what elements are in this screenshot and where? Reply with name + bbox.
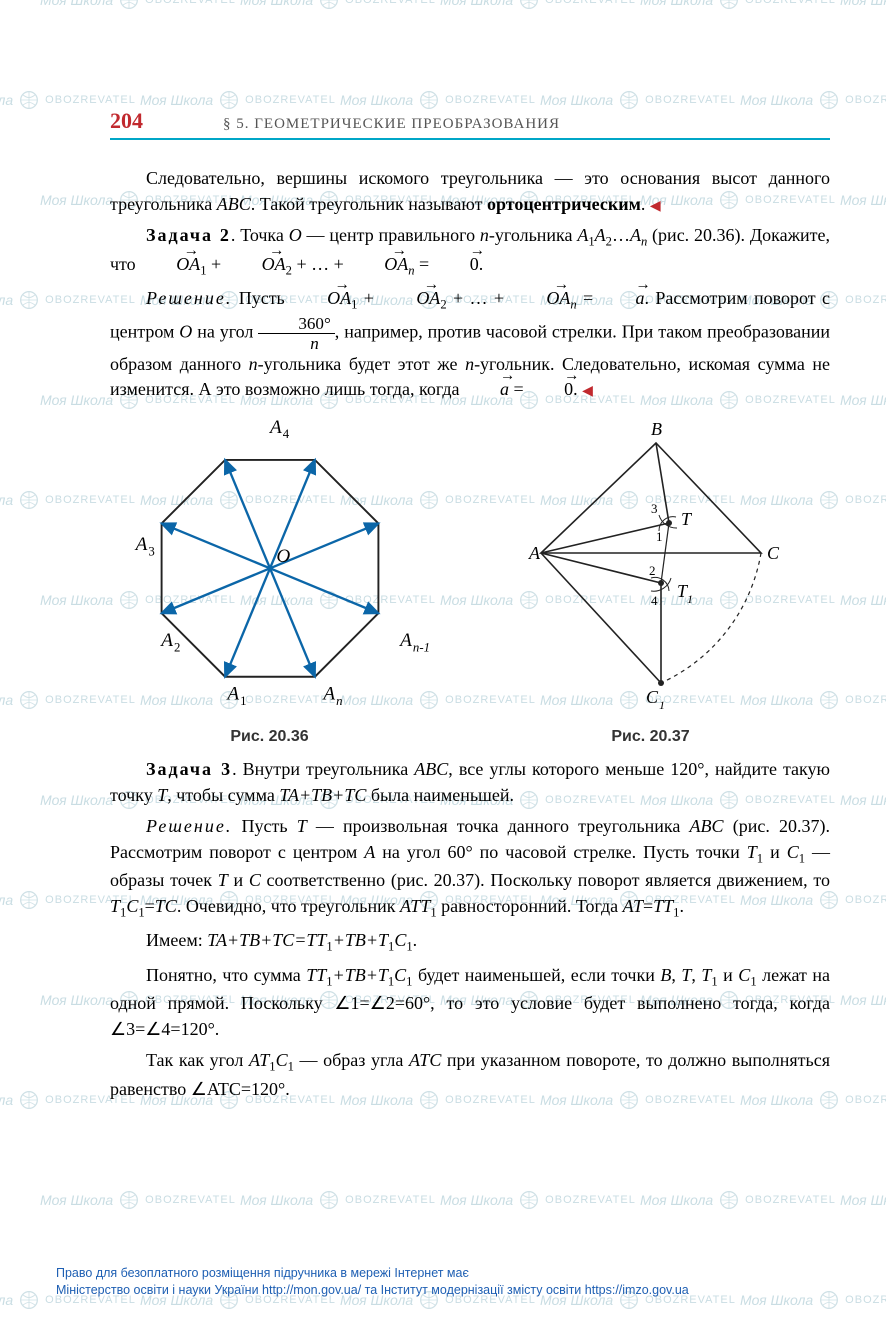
figure-caption: Рис. 20.37 (471, 726, 830, 749)
para-clear: Понятно, что сумма TT1+TB+T1C1 будет наи… (110, 963, 830, 1043)
body-text: Следовательно, вершины искомого треуголь… (110, 166, 830, 1102)
task-label: Задача 3 (146, 759, 232, 779)
figure-20-37: ABC TT1 C1 3 1 2 4 Рис. 20.37 (471, 413, 830, 749)
svg-text:n-1: n-1 (412, 640, 429, 654)
triangle-svg: ABC TT1 C1 3 1 2 4 (501, 413, 801, 713)
svg-text:1: 1 (656, 529, 663, 544)
svg-text:T: T (681, 509, 693, 529)
page-content: 204 § 5. ГЕОМЕТРИЧЕСКИЕ ПРЕОБРАЗОВАНИЯ С… (0, 0, 886, 1102)
svg-text:A: A (133, 534, 147, 555)
figure-row: A4A3A2A1AnAn-1O Рис. 20.36 (90, 413, 830, 749)
page-number: 204 (110, 108, 143, 134)
task-2: Задача 2. Точка O — центр правильного n-… (110, 223, 830, 280)
task-3: Задача 3. Внутри треугольника ABC, все у… (110, 757, 830, 808)
svg-text:A: A (528, 543, 541, 563)
para-have: Имеем: TA+TB+TC=TT1+TB+T1C1. (110, 928, 830, 956)
svg-text:n: n (336, 694, 342, 708)
svg-text:A: A (268, 417, 282, 438)
svg-text:C: C (767, 543, 780, 563)
svg-text:4: 4 (651, 593, 658, 608)
octagon-svg: A4A3A2A1AnAn-1O (110, 413, 430, 713)
angle-fraction: 360°n (258, 315, 334, 352)
solution-3: Решение. Пусть T — произвольная точка да… (110, 814, 830, 922)
svg-text:3: 3 (651, 501, 658, 516)
term-orthocentric: ортоцентрическим (487, 194, 641, 214)
para-since: Так как угол AT1C1 — образ угла ATC при … (110, 1048, 830, 1102)
svg-text:1: 1 (240, 694, 246, 708)
solution-label: Решение. (146, 816, 232, 836)
para-1: Следовательно, вершины искомого треуголь… (110, 166, 830, 217)
svg-text:C: C (646, 687, 659, 707)
svg-text:B: B (651, 419, 662, 439)
svg-text:A: A (321, 683, 335, 704)
svg-text:2: 2 (174, 640, 180, 654)
svg-text:A: A (398, 630, 412, 651)
figure-caption: Рис. 20.36 (90, 726, 449, 749)
footer-credit: Право для безоплатного розміщення підруч… (56, 1265, 689, 1299)
figure-20-36: A4A3A2A1AnAn-1O Рис. 20.36 (90, 413, 449, 749)
svg-text:3: 3 (148, 544, 154, 558)
svg-text:1: 1 (687, 592, 693, 606)
footer-link[interactable]: http://mon.gov.ua/ (262, 1283, 361, 1297)
solution-label: Решение. (146, 288, 232, 308)
svg-text:A: A (225, 683, 239, 704)
footer-link[interactable]: https://imzo.gov.ua (585, 1283, 689, 1297)
svg-text:O: O (276, 546, 290, 567)
end-marker-icon: ◀ (650, 199, 661, 214)
chapter-title: § 5. ГЕОМЕТРИЧЕСКИЕ ПРЕОБРАЗОВАНИЯ (223, 116, 830, 133)
page-header: 204 § 5. ГЕОМЕТРИЧЕСКИЕ ПРЕОБРАЗОВАНИЯ (110, 108, 830, 140)
svg-text:A: A (159, 630, 173, 651)
svg-text:1: 1 (659, 698, 665, 712)
svg-text:4: 4 (282, 427, 289, 441)
end-marker-icon: ◀ (582, 384, 593, 399)
solution-2: Решение. Пусть OA1 + OA2 + … + OAn = a. … (110, 286, 830, 403)
svg-text:2: 2 (649, 563, 656, 578)
